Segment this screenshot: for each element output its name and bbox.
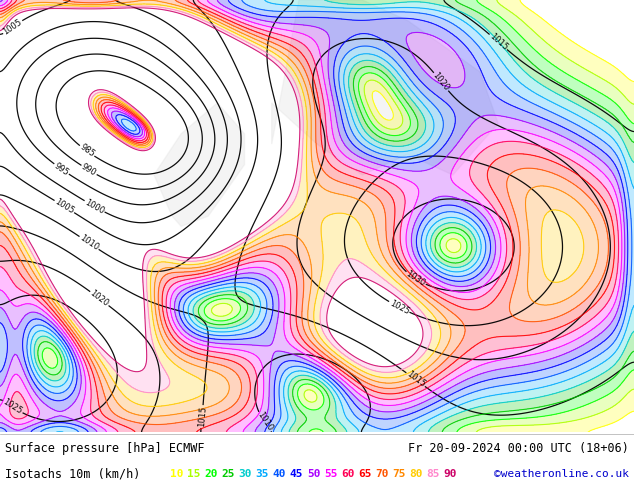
Text: 60: 60 [341, 469, 354, 479]
Text: 70: 70 [375, 469, 389, 479]
Text: 65: 65 [358, 469, 372, 479]
Text: Fr 20-09-2024 00:00 UTC (18+06): Fr 20-09-2024 00:00 UTC (18+06) [408, 442, 629, 455]
Text: 1000: 1000 [83, 197, 106, 216]
Text: Isotachs 10m (km/h): Isotachs 10m (km/h) [5, 467, 141, 480]
Text: 1005: 1005 [53, 197, 75, 216]
Text: 1010: 1010 [256, 411, 275, 433]
Text: 35: 35 [256, 469, 269, 479]
Text: 1015: 1015 [197, 406, 207, 427]
Text: 30: 30 [238, 469, 252, 479]
Text: 1015: 1015 [404, 370, 427, 390]
Text: 1025: 1025 [388, 298, 410, 316]
Text: 50: 50 [307, 469, 320, 479]
Text: 995: 995 [53, 161, 70, 177]
Text: 1020: 1020 [431, 71, 451, 93]
Polygon shape [272, 0, 498, 175]
Text: 25: 25 [221, 469, 235, 479]
Text: 40: 40 [273, 469, 286, 479]
Text: 55: 55 [324, 469, 337, 479]
Text: 990: 990 [80, 162, 98, 178]
Text: 10: 10 [170, 469, 183, 479]
Text: ©weatheronline.co.uk: ©weatheronline.co.uk [494, 469, 629, 479]
Text: 1020: 1020 [88, 289, 110, 309]
Text: 90: 90 [444, 469, 457, 479]
Text: 1010: 1010 [78, 233, 100, 252]
Polygon shape [154, 103, 245, 226]
Text: 20: 20 [204, 469, 217, 479]
Text: 80: 80 [410, 469, 423, 479]
Text: Surface pressure [hPa] ECMWF: Surface pressure [hPa] ECMWF [5, 442, 205, 455]
Text: 1025: 1025 [1, 397, 24, 416]
Text: 15: 15 [187, 469, 200, 479]
Text: 85: 85 [427, 469, 440, 479]
Text: 45: 45 [290, 469, 303, 479]
Text: 75: 75 [392, 469, 406, 479]
Text: 1030: 1030 [404, 270, 427, 288]
Text: 1015: 1015 [488, 32, 509, 52]
Text: 985: 985 [78, 143, 96, 159]
Text: 1005: 1005 [1, 18, 24, 37]
